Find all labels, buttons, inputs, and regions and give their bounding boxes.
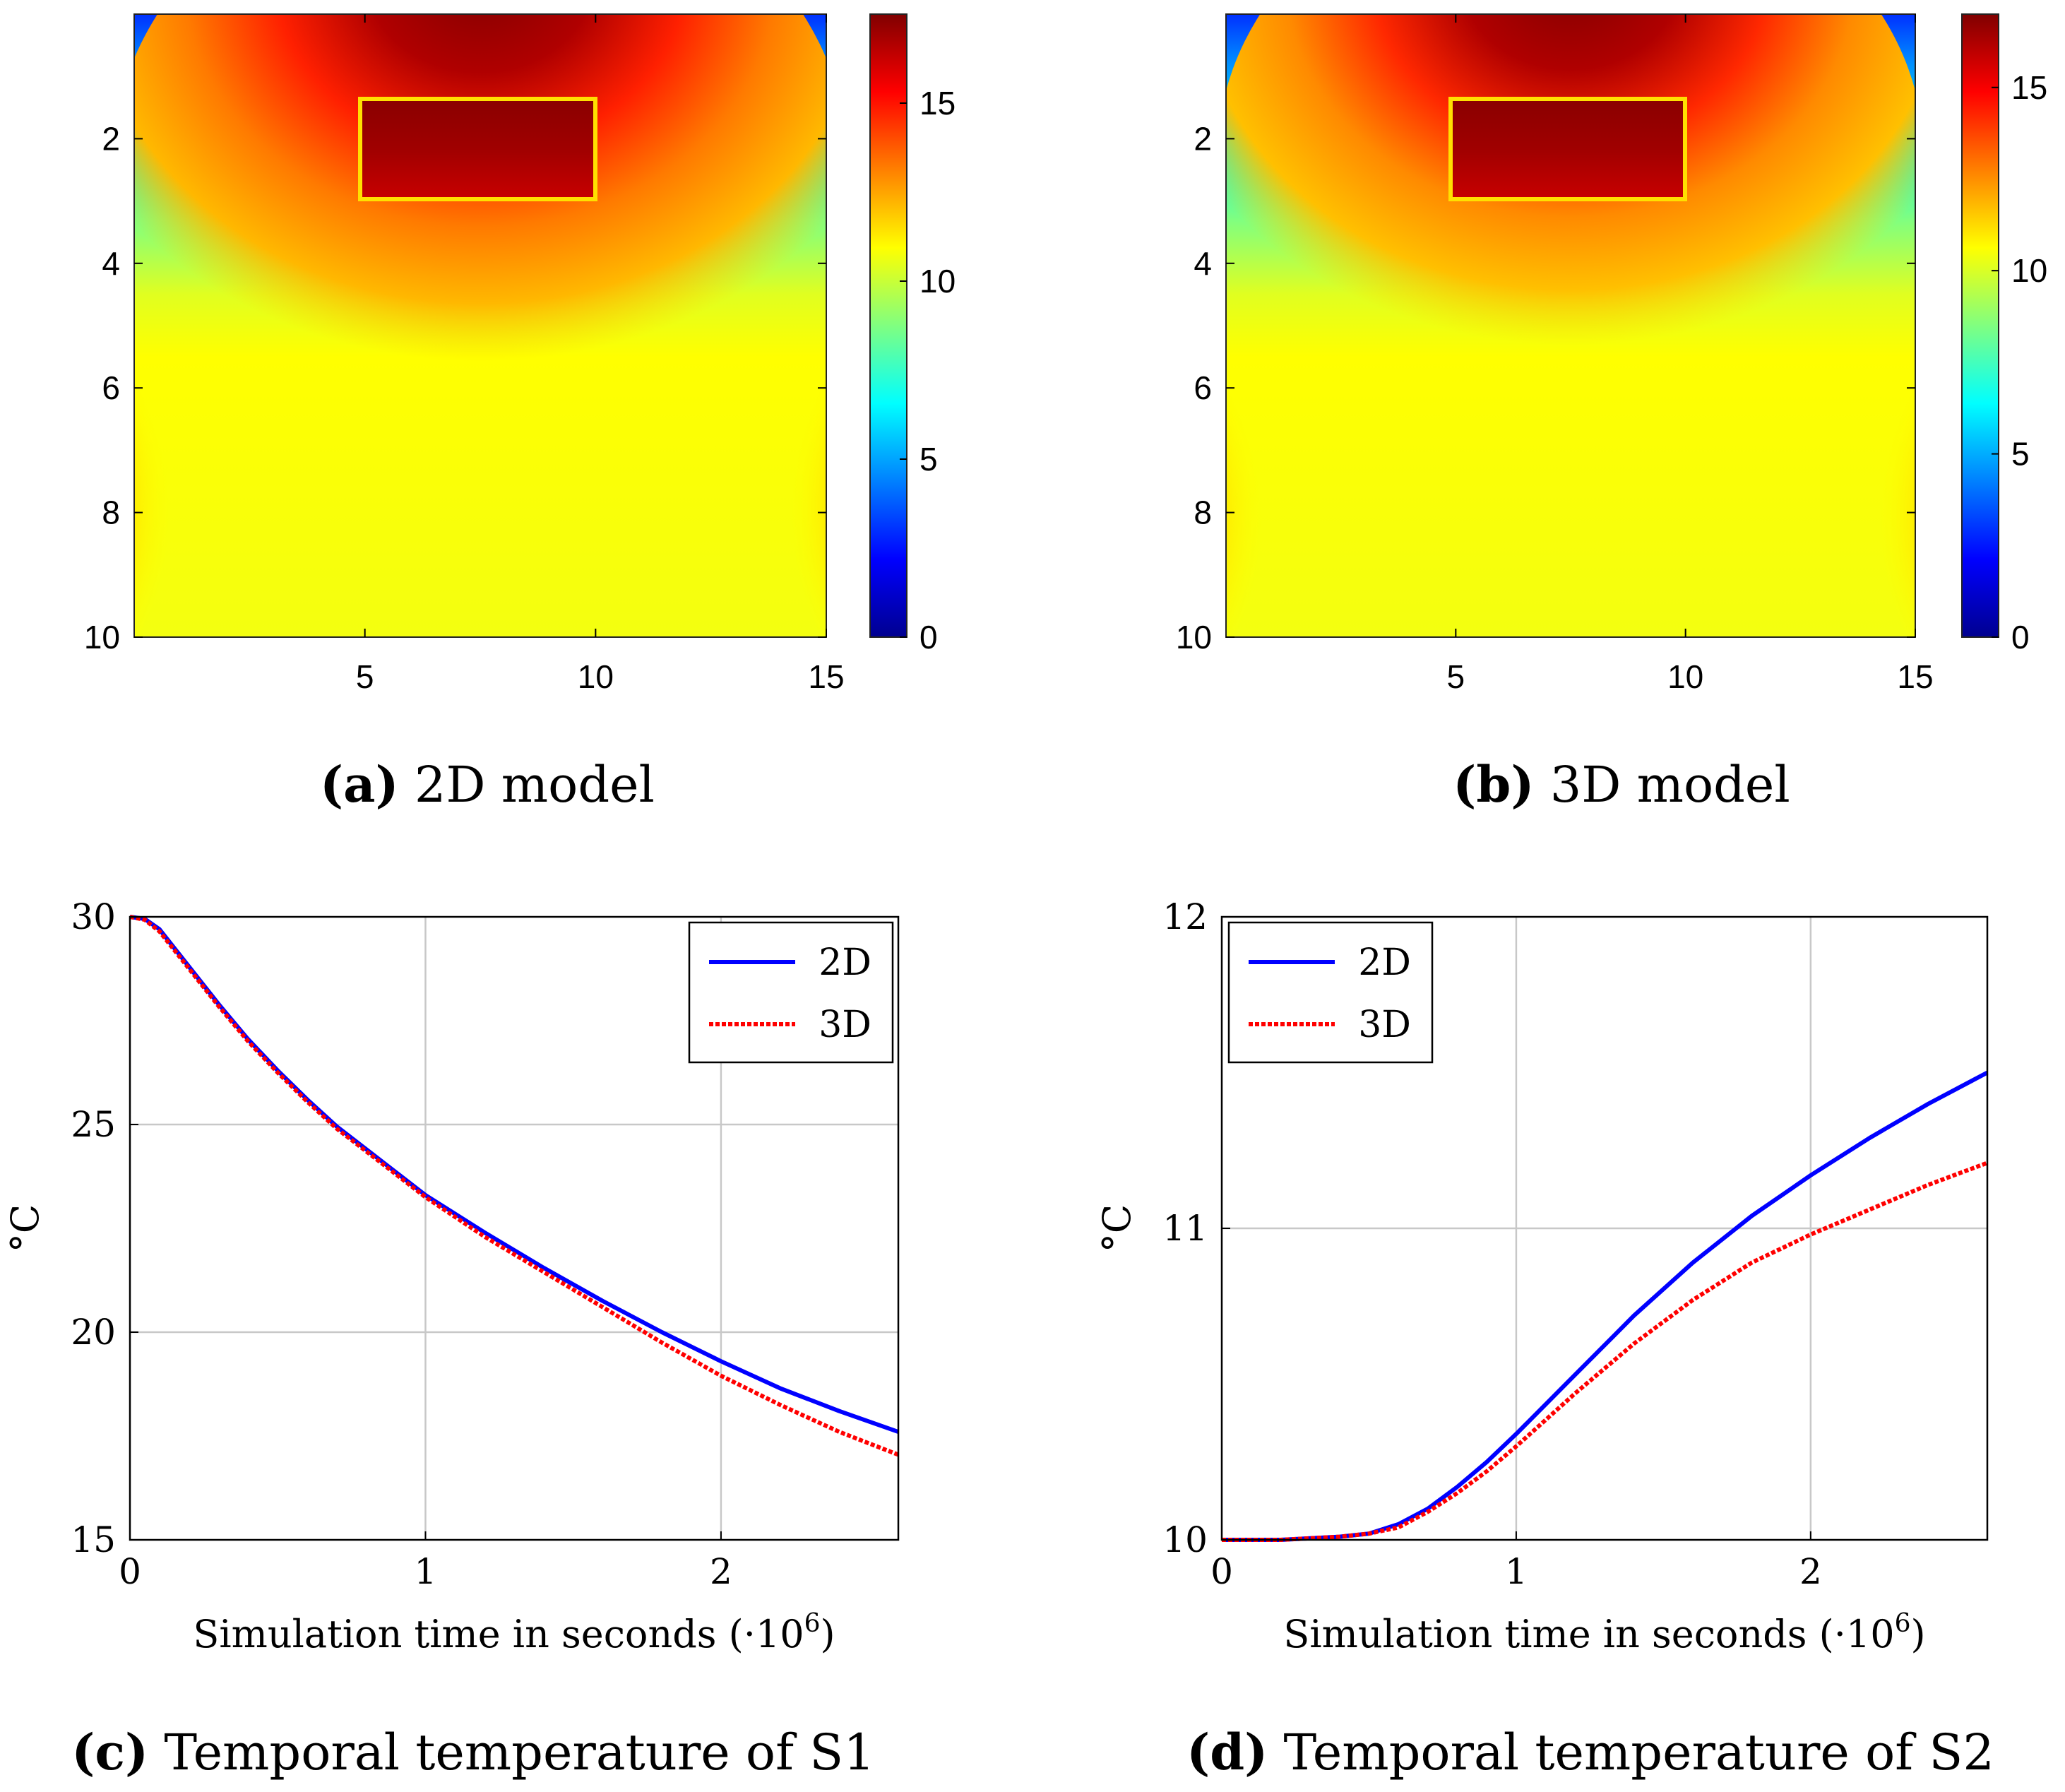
x-tick-label: 2 — [710, 1551, 732, 1592]
y-tick-label: 2 — [1194, 120, 1212, 157]
x-tick-label: 10 — [1667, 658, 1703, 695]
heatmap-a-frame — [133, 13, 827, 638]
legend-box — [1227, 921, 1434, 1064]
colorbar-tick-label: 5 — [920, 441, 938, 477]
y-tick-label: 4 — [1194, 245, 1212, 282]
colorbar-tick-label: 0 — [920, 619, 938, 655]
colorbar — [869, 13, 907, 638]
caption-b: (b) 3D model — [1453, 755, 1790, 814]
y-tick-label: 20 — [71, 1312, 116, 1353]
plot-c-frame — [129, 915, 900, 1541]
y-tick-label: 10 — [1176, 619, 1212, 655]
caption-text: Temporal temperature of S1 — [148, 1723, 875, 1781]
colorbar-tick-label: 0 — [2011, 619, 2030, 655]
y-tick-label: 11 — [1162, 1208, 1208, 1249]
series-line-3d — [1222, 1161, 1989, 1542]
caption-letter: (b) — [1453, 755, 1534, 814]
colorbar-tick-label: 15 — [920, 85, 956, 121]
colorbar-tick-label: 15 — [2011, 69, 2047, 106]
y-axis-label: °C — [3, 1204, 47, 1252]
x-tick-label: 10 — [578, 658, 614, 695]
y-tick-label: 6 — [1194, 369, 1212, 406]
caption-letter: (d) — [1186, 1723, 1268, 1781]
x-tick-label: 1 — [1505, 1551, 1528, 1592]
legend-label: 2D — [819, 942, 871, 984]
caption-a: (a) 2D model — [320, 755, 655, 814]
panel-b: 5 10 15 2 4 6 8 10 0 5 10 15 (b) 3D model — [1176, 13, 2047, 814]
y-axis-label: °C — [1095, 1204, 1139, 1252]
y-tick-label: 30 — [71, 896, 116, 937]
caption-text: 2D model — [399, 756, 655, 814]
colorbar-tick-label: 5 — [2011, 436, 2030, 473]
y-tick-label: 15 — [71, 1519, 116, 1560]
y-tick-label: 25 — [71, 1104, 116, 1145]
y-tick-label: 8 — [102, 494, 120, 531]
panel-a: 5 10 15 2 4 6 8 10 0 5 10 15 (a) 2D model — [84, 13, 956, 814]
legend-label: 3D — [1358, 1004, 1411, 1046]
x-tick-label: 5 — [356, 658, 374, 695]
caption-text: 3D model — [1534, 756, 1790, 814]
heatmap-b-frame — [1225, 13, 1916, 638]
caption-letter: (c) — [71, 1723, 148, 1781]
x-tick-label: 15 — [1897, 658, 1933, 695]
colorbar — [1961, 13, 1999, 638]
panel-c: 0 1 2 15 20 25 30 Simulation time in seconds (·… — [3, 896, 900, 1781]
x-tick-label: 15 — [808, 658, 844, 695]
caption-c: (c) Temporal temperature of S1 — [71, 1723, 874, 1781]
x-tick-label: 0 — [1210, 1551, 1233, 1592]
caption-letter: (a) — [320, 755, 399, 814]
caption-d: (d) Temporal temperature of S2 — [1186, 1723, 1994, 1781]
x-tick-label: 1 — [415, 1551, 437, 1592]
series-line-3d — [129, 915, 900, 1457]
x-tick-label: 5 — [1447, 658, 1465, 695]
y-tick-label: 12 — [1162, 896, 1208, 937]
colorbar-tick-label: 10 — [920, 263, 956, 299]
y-tick-label: 6 — [102, 369, 120, 406]
y-tick-label: 10 — [84, 619, 120, 655]
caption-text: Temporal temperature of S2 — [1268, 1723, 1994, 1781]
legend-box — [688, 921, 894, 1064]
series-line-2d — [1222, 1070, 1989, 1542]
x-axis-label: Simulation time in seconds (·106) — [193, 1609, 835, 1656]
colorbar-tick-label: 10 — [2011, 252, 2047, 289]
x-tick-label: 2 — [1799, 1551, 1822, 1592]
x-tick-label: 0 — [119, 1551, 141, 1592]
legend-label: 2D — [1358, 942, 1411, 984]
y-tick-label: 8 — [1194, 494, 1212, 531]
x-axis-label: Simulation time in seconds (·106) — [1283, 1609, 1925, 1656]
y-tick-label: 4 — [102, 245, 120, 282]
y-tick-label: 2 — [102, 120, 120, 157]
heatmap-a-field — [134, 14, 826, 637]
legend-label: 3D — [819, 1004, 871, 1046]
heatmap-b-field — [1226, 14, 1915, 637]
y-tick-label: 10 — [1162, 1519, 1208, 1560]
